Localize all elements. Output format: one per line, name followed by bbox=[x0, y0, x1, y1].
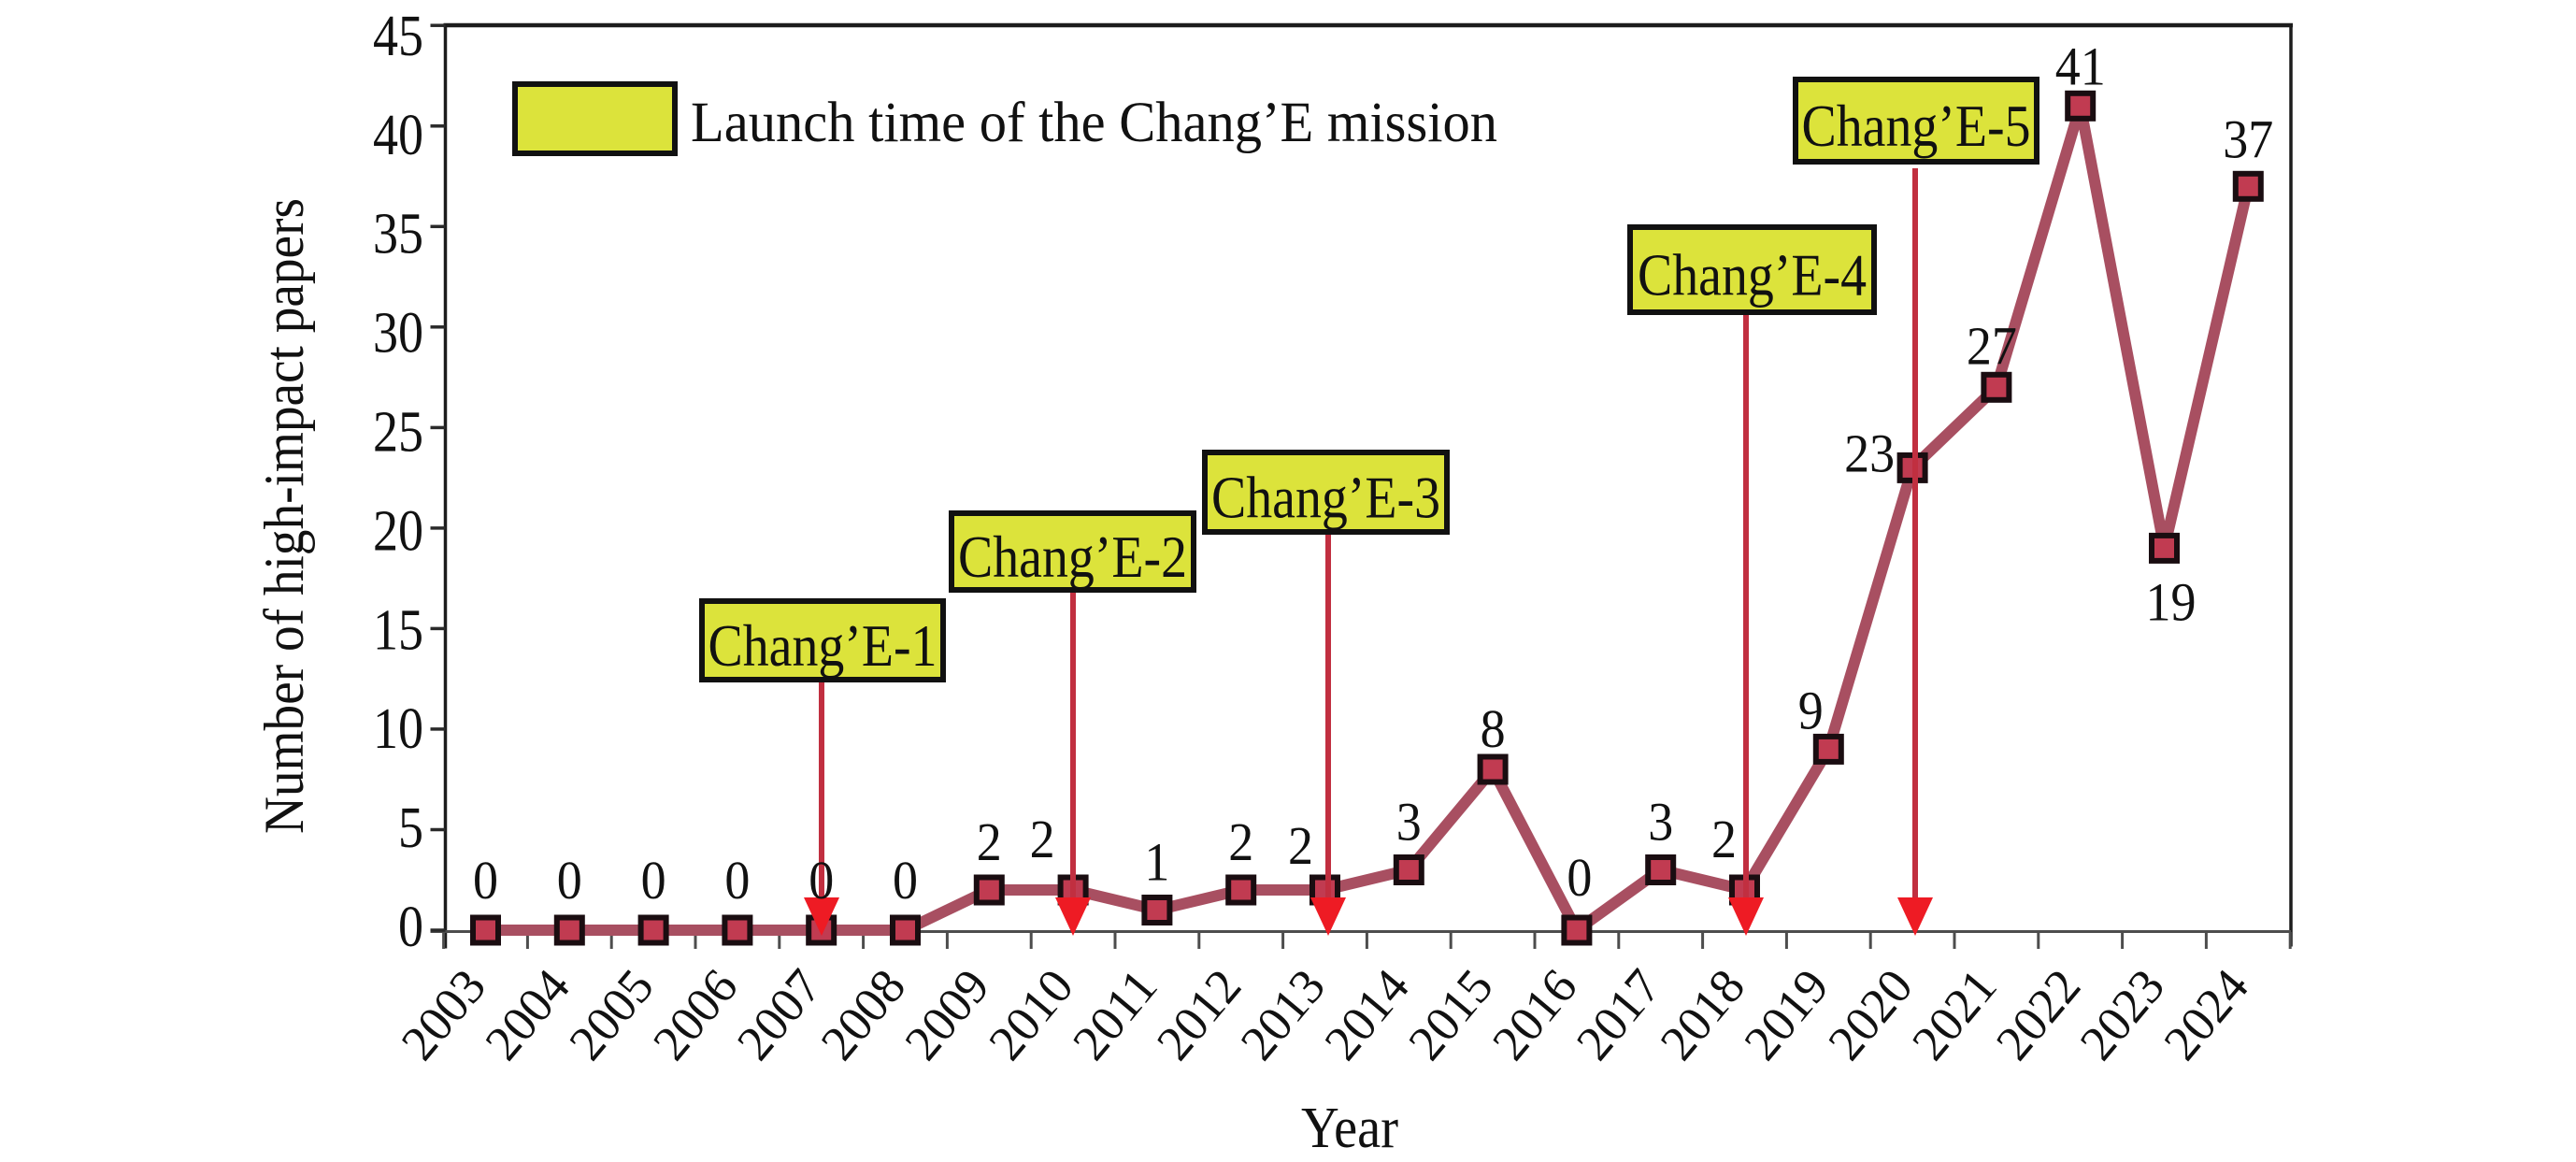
svg-text:2: 2 bbox=[977, 811, 1002, 872]
svg-text:3: 3 bbox=[1648, 792, 1673, 853]
svg-text:Launch time of the Chang’E mis: Launch time of the Chang’E mission bbox=[691, 92, 1497, 154]
svg-text:0: 0 bbox=[809, 850, 834, 911]
svg-text:25: 25 bbox=[373, 401, 423, 465]
svg-text:15: 15 bbox=[373, 598, 423, 662]
svg-text:Year: Year bbox=[1301, 1097, 1398, 1157]
svg-text:0: 0 bbox=[398, 896, 423, 959]
svg-text:45: 45 bbox=[373, 5, 423, 68]
svg-text:0: 0 bbox=[557, 850, 582, 911]
svg-text:Chang’E-5: Chang’E-5 bbox=[1802, 93, 2031, 159]
svg-text:30: 30 bbox=[373, 302, 423, 366]
svg-text:41: 41 bbox=[2055, 36, 2106, 96]
svg-text:1: 1 bbox=[1144, 832, 1169, 893]
svg-text:0: 0 bbox=[724, 850, 750, 911]
svg-text:Chang’E-2: Chang’E-2 bbox=[958, 524, 1187, 590]
svg-text:0: 0 bbox=[473, 850, 498, 911]
svg-text:0: 0 bbox=[641, 850, 666, 911]
svg-text:27: 27 bbox=[1967, 315, 2017, 376]
svg-text:19: 19 bbox=[2146, 571, 2197, 632]
svg-text:8: 8 bbox=[1481, 698, 1506, 759]
svg-text:23: 23 bbox=[1844, 423, 1895, 483]
svg-text:5: 5 bbox=[398, 796, 423, 860]
svg-text:2: 2 bbox=[1711, 809, 1737, 869]
svg-text:35: 35 bbox=[373, 203, 423, 266]
svg-text:2: 2 bbox=[1030, 809, 1055, 869]
svg-text:40: 40 bbox=[373, 104, 423, 167]
svg-text:2: 2 bbox=[1228, 811, 1253, 872]
svg-text:Chang’E-1: Chang’E-1 bbox=[708, 612, 937, 679]
svg-text:Chang’E-4: Chang’E-4 bbox=[1638, 242, 1867, 308]
svg-text:Number of high-impact papers: Number of high-impact papers bbox=[253, 198, 315, 834]
svg-text:2: 2 bbox=[1288, 815, 1313, 876]
svg-text:Chang’E-3: Chang’E-3 bbox=[1211, 465, 1440, 531]
svg-text:3: 3 bbox=[1396, 792, 1422, 853]
svg-text:37: 37 bbox=[2223, 108, 2273, 169]
svg-text:9: 9 bbox=[1798, 680, 1824, 740]
svg-text:10: 10 bbox=[373, 697, 423, 761]
svg-text:20: 20 bbox=[373, 499, 423, 563]
svg-text:0: 0 bbox=[1567, 847, 1592, 908]
svg-text:0: 0 bbox=[893, 850, 918, 911]
